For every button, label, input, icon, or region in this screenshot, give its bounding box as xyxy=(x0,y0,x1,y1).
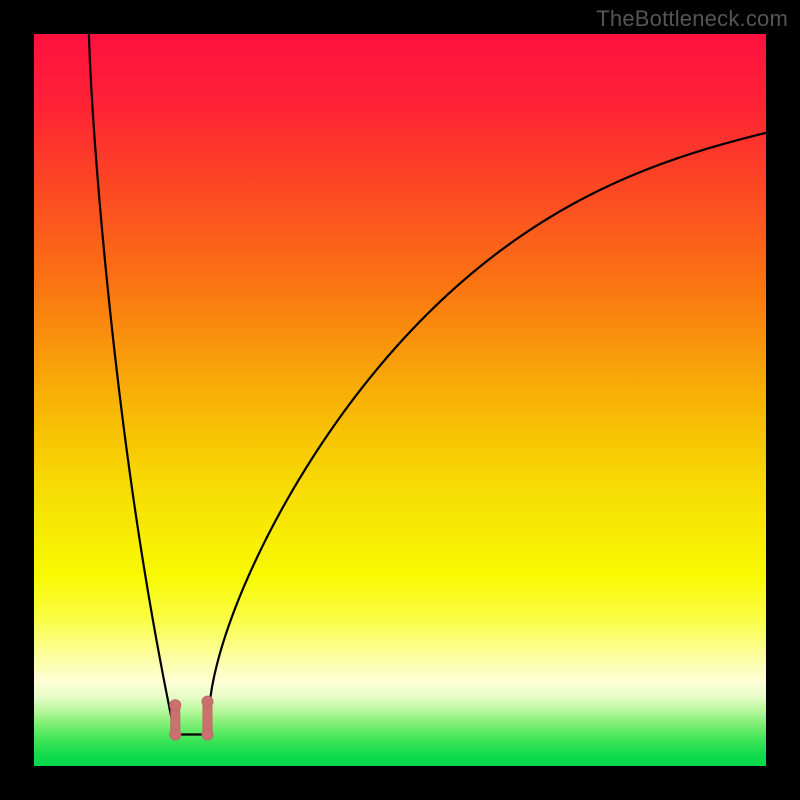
trough-dot-bot-1 xyxy=(202,729,213,740)
bottleneck-chart xyxy=(34,34,766,766)
chart-frame: TheBottleneck.com xyxy=(0,0,800,800)
trough-dot-top-0 xyxy=(170,700,181,711)
trough-dot-bot-0 xyxy=(170,729,181,740)
gradient-bg xyxy=(34,34,766,766)
watermark-text: TheBottleneck.com xyxy=(596,6,788,32)
trough-dot-top-1 xyxy=(202,696,213,707)
